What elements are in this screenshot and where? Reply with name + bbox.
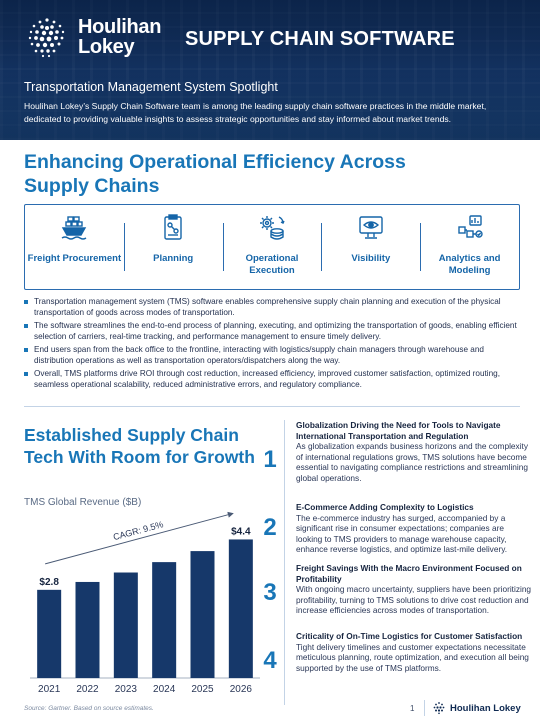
driver-body: Tight delivery timelines and customer ex…: [296, 641, 529, 673]
page-number: 1: [410, 704, 415, 713]
driver-heading: E-Commerce Adding Complexity to Logistic…: [296, 502, 474, 512]
capability-label: Planning: [153, 253, 194, 264]
bar-2021: [37, 589, 62, 678]
capability-label: Analytics and Modeling: [438, 253, 501, 276]
tick-label: 2021: [38, 684, 61, 695]
bullet-item: Overall, TMS platforms drive ROI through…: [24, 368, 520, 390]
globe-logo-icon: [28, 18, 65, 58]
bar-2022: [75, 581, 100, 678]
tick-label: 2025: [191, 684, 214, 695]
capability-label: Freight Procurement: [27, 253, 122, 264]
tick-label: 2026: [230, 684, 253, 695]
driver-heading: Criticality of On-Time Logistics for Cus…: [296, 631, 523, 641]
capability-label: Visibility: [351, 253, 391, 264]
section-title-growth: Established Supply Chain Tech With Room …: [24, 425, 255, 467]
eye-icon: [359, 216, 383, 239]
footer-logo: Houlihan Lokey: [432, 701, 521, 715]
clipboard-icon: [164, 214, 182, 240]
bar-2025: [190, 551, 215, 678]
footer-brand: Houlihan Lokey: [450, 702, 521, 714]
driver-number: 1: [263, 446, 277, 473]
driver-number: 2: [263, 514, 277, 541]
tms-bullet-list: Transportation management system (TMS) s…: [24, 296, 520, 392]
tick-label: 2024: [153, 684, 176, 695]
driver-number: 4: [263, 647, 277, 674]
globe-logo-icon: [433, 702, 445, 715]
footer-divider: [424, 700, 425, 716]
bar-2024: [152, 562, 177, 678]
tick-label: 2023: [115, 684, 138, 695]
bar-2023: [113, 572, 138, 678]
capability-operational-execution: Operational Execution: [222, 205, 322, 289]
brand-name: Houlihan Lokey: [78, 16, 162, 58]
ship-icon: [62, 216, 87, 240]
data-label: $4.4: [231, 526, 251, 537]
report-subtitle: Transportation Management System Spotlig…: [24, 80, 278, 94]
bar-2026: [228, 539, 253, 678]
capability-planning: Planning: [123, 205, 223, 289]
driver-body: The e-commerce industry has surged, acco…: [296, 512, 508, 555]
vertical-divider: [284, 420, 285, 705]
capability-freight-procurement: Freight Procurement: [25, 205, 124, 289]
section-divider: [24, 406, 520, 407]
source-note: Source: Gartner. Based on source estimat…: [24, 705, 154, 712]
driver-number: 3: [263, 579, 277, 606]
report-title: SUPPLY CHAIN SOFTWARE: [185, 28, 455, 50]
capability-visibility: Visibility: [321, 205, 420, 289]
gears-icon: [259, 216, 285, 240]
tick-label: 2022: [76, 684, 99, 695]
section-title-efficiency: Enhancing Operational Efficiency Across …: [24, 151, 406, 197]
analytics-icon: [457, 215, 483, 238]
driver-heading: Freight Savings With the Macro Environme…: [296, 563, 522, 584]
driver-body: With ongoing macro uncertainty, supplier…: [296, 584, 532, 615]
company-logo: Houlihan Lokey: [24, 14, 161, 60]
driver-body: As globalization expands business horizo…: [296, 441, 528, 483]
capability-label: Operational Execution: [245, 253, 299, 276]
cagr-arrow: [45, 511, 234, 565]
data-label: $2.8: [39, 577, 59, 588]
intro-paragraph: Houlihan Lokey’s Supply Chain Software t…: [24, 101, 487, 124]
driver-heading: Globalization Driving the Need for Tools…: [296, 420, 501, 441]
chart-caption: TMS Global Revenue ($B): [24, 497, 142, 508]
capabilities-panel: Freight Procurement Planning Operational…: [24, 204, 520, 290]
bullet-item: Transportation management system (TMS) s…: [24, 296, 520, 318]
bullet-item: The software streamlines the end-to-end …: [24, 320, 520, 342]
capability-analytics-modeling: Analytics and Modeling: [420, 205, 519, 289]
header-banner: Houlihan Lokey SUPPLY CHAIN SOFTWARE Tra…: [0, 0, 540, 140]
bullet-item: End users span from the back office to t…: [24, 344, 520, 366]
